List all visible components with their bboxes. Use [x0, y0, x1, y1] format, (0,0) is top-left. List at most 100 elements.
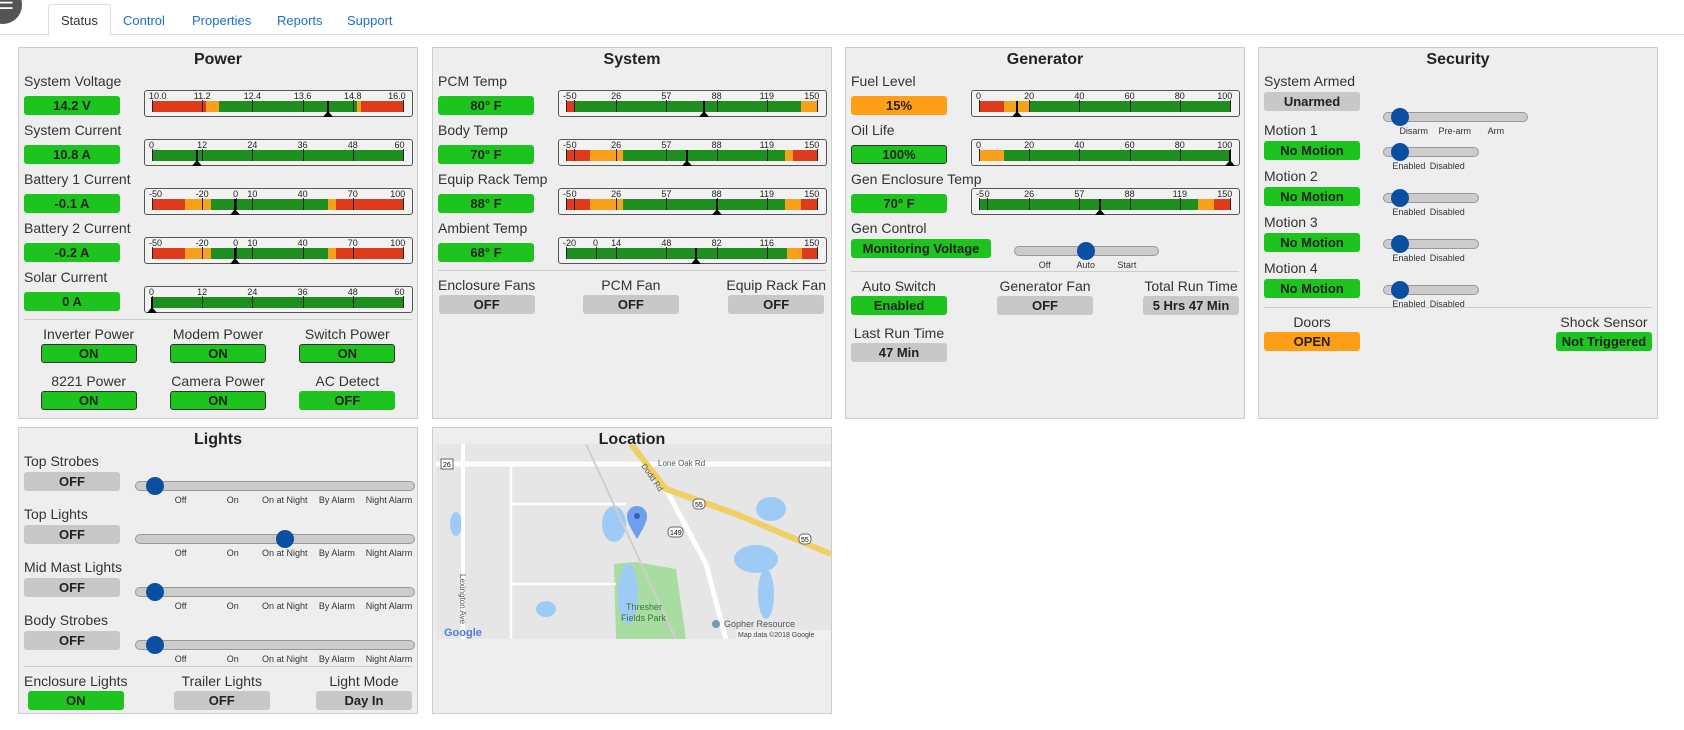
gauge-tick	[595, 247, 597, 259]
slider-option-label[interactable]: Off	[174, 495, 187, 505]
pcm-temp-gauge: -5 0 26 57 88 119 150	[558, 90, 827, 117]
slider-option-label[interactable]: By Alarm	[318, 495, 355, 505]
camera-power-toggle-button[interactable]: ON	[169, 391, 266, 410]
slider-option-label[interactable]: Start	[1117, 260, 1137, 270]
slider-track[interactable]	[1383, 147, 1479, 157]
slider-option-label[interactable]: On	[226, 654, 239, 664]
slider-option-label[interactable]: Auto	[1076, 260, 1096, 270]
slider-thumb[interactable]	[145, 636, 164, 654]
slider-option-label[interactable]: Night Alarm	[365, 548, 413, 558]
slider-option-label[interactable]: Night Alarm	[365, 495, 413, 505]
slider-option-label[interactable]: Off	[174, 654, 187, 664]
slider-option-label[interactable]: Disabled	[1429, 207, 1465, 217]
body-strobes-row: Body Strobes OFF Off On On at Night By Alarm N…	[19, 609, 417, 664]
shock-sensor-label: Shock Sensor	[1560, 314, 1648, 330]
tab-reports[interactable]: Reports	[277, 13, 323, 28]
slider-thumb[interactable]	[145, 583, 164, 601]
slider-option-label[interactable]: On at Night	[262, 601, 308, 611]
slider-option-label[interactable]: By Alarm	[318, 601, 355, 611]
total-run-time-value: 5 Hrs 47 Min	[1143, 296, 1239, 315]
gauge-marker	[147, 297, 157, 313]
slider-track[interactable]	[135, 534, 415, 544]
gauge-zone-orange	[784, 199, 801, 210]
slider-option-label[interactable]: Enabled	[1392, 253, 1426, 263]
slider-option-label[interactable]: Enabled	[1392, 207, 1426, 217]
8221-power-toggle-button[interactable]: ON	[40, 391, 137, 410]
gauge-zone-green	[979, 199, 1198, 210]
slider-thumb[interactable]	[1076, 242, 1095, 260]
inverter-power-toggle-button[interactable]: ON	[40, 344, 137, 363]
menu-button[interactable]: ☰	[0, 0, 22, 24]
slider-track[interactable]	[1383, 193, 1479, 203]
slider-thumb[interactable]	[1391, 281, 1410, 299]
slider-option-label[interactable]: Off	[174, 601, 187, 611]
gauge-tick	[574, 198, 576, 210]
gauge-tick	[766, 198, 768, 210]
map-attribution: Map data ©2018 Google	[738, 631, 814, 639]
slider-track[interactable]	[135, 481, 415, 491]
slider-option-label[interactable]: On	[226, 495, 239, 505]
tab-support[interactable]: Support	[347, 13, 393, 28]
slider-option-label[interactable]: Disabled	[1429, 253, 1465, 263]
slider-option-label[interactable]: Pre-arm	[1438, 126, 1472, 136]
slider-thumb[interactable]	[1391, 189, 1410, 207]
fuel-level-value: 15%	[851, 96, 947, 115]
slider-option-label[interactable]: Night Alarm	[365, 601, 413, 611]
gauge-tick-label: 10	[247, 189, 258, 199]
modem-power-toggle-button[interactable]: ON	[169, 344, 266, 363]
gauge-tick-label: 48	[347, 287, 358, 297]
equip-rack-temp-row: Equip Rack Temp 88° F -5 0 26 57 88 119 150	[433, 168, 831, 217]
location-pin-icon[interactable]	[627, 506, 647, 539]
gauge-tick	[616, 247, 618, 259]
slider-option-label[interactable]: Night Alarm	[365, 654, 413, 664]
gauge-zone-orange	[979, 150, 1005, 161]
slider-track[interactable]	[135, 640, 415, 650]
gauge-tick-label: 13.6	[293, 91, 312, 101]
gauge-tick-label: 100	[390, 189, 406, 199]
gauge-marker	[698, 101, 709, 117]
slider-thumb[interactable]	[1391, 108, 1410, 126]
slider-option-label[interactable]: Off	[1038, 260, 1051, 270]
slider-thumb[interactable]	[1391, 143, 1410, 161]
fuel-level-gauge: 0 20 40 60 80 100	[971, 90, 1240, 117]
camera-power-cell: Camera Power ON	[153, 371, 282, 410]
gauge-tick-label: -20	[195, 238, 209, 248]
slider-track[interactable]	[1383, 239, 1479, 249]
light-mode-label: Light Mode	[329, 673, 399, 689]
slider-option-label[interactable]: On	[226, 601, 239, 611]
gauge-tick	[352, 100, 354, 112]
gauge-zone-orange	[206, 101, 219, 112]
slider-option-label[interactable]: Disabled	[1429, 161, 1465, 171]
gauge-tick-label: 26	[611, 91, 622, 101]
gauge-tick	[979, 100, 980, 112]
switch-power-toggle-button[interactable]: ON	[299, 344, 396, 363]
slider-option-label[interactable]: On	[226, 548, 239, 558]
slider-track[interactable]	[1383, 285, 1479, 295]
oil-life-label: Oil Life	[851, 122, 895, 138]
tab-properties[interactable]: Properties	[192, 13, 252, 28]
tab-status[interactable]: Status	[48, 4, 111, 36]
slider-option-label[interactable]: Enabled	[1392, 161, 1426, 171]
slider-thumb[interactable]	[1391, 235, 1410, 253]
slider-thumb[interactable]	[275, 530, 294, 548]
gauge-tick-label: -5	[976, 189, 985, 199]
slider-option-label[interactable]: Disabled	[1429, 299, 1465, 309]
gauge-tick-label: 0	[571, 140, 577, 150]
tab-control[interactable]: Control	[123, 13, 165, 28]
gauge-tick-label: 20	[1024, 91, 1035, 101]
slider-option-label[interactable]: On at Night	[262, 654, 308, 664]
slider-option-label[interactable]: On at Night	[262, 548, 308, 558]
slider-option-label[interactable]: Off	[174, 548, 187, 558]
slider-option-label[interactable]: On at Night	[262, 495, 308, 505]
slider-option-label[interactable]: By Alarm	[318, 548, 355, 558]
slider-option-label[interactable]: Arm	[1487, 126, 1505, 136]
slider-option-label[interactable]: By Alarm	[318, 654, 355, 664]
slider-thumb[interactable]	[145, 477, 164, 495]
gauge-marker	[682, 150, 693, 166]
slider-option-label[interactable]: Enabled	[1392, 299, 1426, 309]
slider-track[interactable]	[135, 587, 415, 597]
gauge-zone-red	[792, 150, 817, 161]
slider-track[interactable]	[1383, 112, 1528, 122]
map[interactable]: Dodd Rd Lone Oak Rd Lexington Ave 26 55 …	[436, 444, 831, 639]
slider-option-label[interactable]: Disarm	[1399, 126, 1428, 136]
